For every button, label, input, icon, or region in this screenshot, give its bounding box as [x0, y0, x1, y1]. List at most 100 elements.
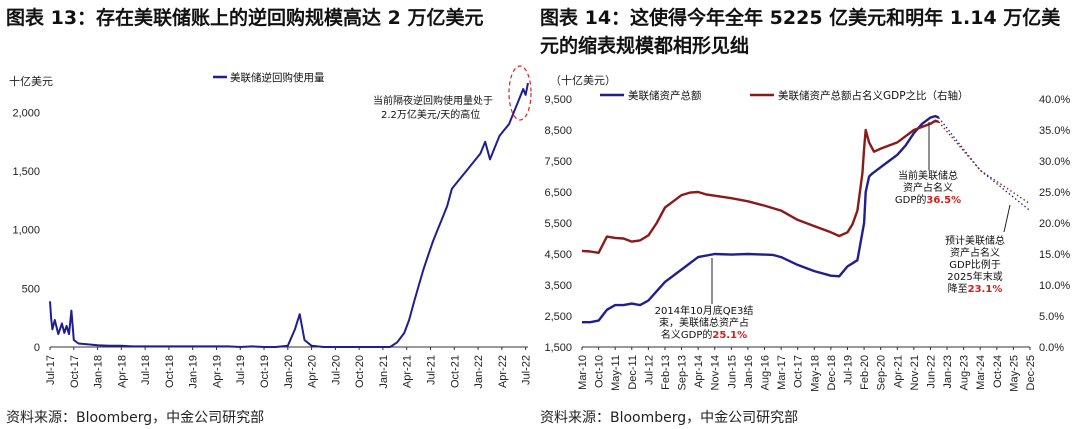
right-x-tick-label: Jul-12 — [643, 355, 655, 385]
left-x-tick-label: Apr-18 — [116, 355, 128, 388]
left-y-tick-label: 1,500 — [12, 166, 40, 178]
right-annotation-current-line2: 资产占名义 — [903, 181, 953, 194]
right-x-tick-label: Sep-20 — [876, 355, 888, 390]
right-y-right-tick-label: 30.0% — [1039, 156, 1070, 168]
left-x-tick-label: Jan-20 — [283, 355, 295, 389]
right-x-tick-label: Aug-23 — [959, 355, 971, 390]
left-x-tick-label: Jul-17 — [45, 355, 57, 385]
left-annotation-line2: 2.2万亿美元/天的高位 — [381, 108, 480, 121]
right-y-left-tick-label: 5,500 — [544, 218, 572, 230]
left-x-tick-label: Jul-18 — [140, 355, 152, 385]
right-y-left-tick-label: 1,500 — [544, 342, 572, 354]
left-y-tick-label: 1,000 — [12, 225, 40, 237]
right-annotation-projection-pointer — [1003, 204, 1011, 233]
left-x-tick-label: Jan-21 — [378, 355, 390, 389]
right-y-right-tick-label: 5.0% — [1039, 311, 1064, 323]
right-x-tick-label: Oct-17 — [793, 355, 805, 388]
left-legend-label: 美联储逆回购使用量 — [230, 71, 325, 84]
right-x-tick-label: Jul-19 — [842, 355, 854, 385]
left-x-tick-label: Apr-21 — [402, 355, 414, 388]
right-y-unit: （十亿美元） — [550, 73, 616, 87]
right-annotation-projection-line4: 2025年末或 — [947, 270, 1002, 283]
left-x-tick-label: Apr-22 — [497, 355, 509, 388]
left-x-tick-label: Jan-19 — [188, 355, 200, 389]
right-annotation-projection-line3: GDP比例于 — [949, 258, 1000, 271]
right-y-left-tick-label: 3,500 — [544, 280, 572, 292]
right-annotation-qe3-highlight-value: 25.1% — [712, 330, 747, 341]
right-annotation-current-line-last: GDP的36.5% — [895, 193, 961, 206]
right-series-line-assets-to-gdp — [581, 119, 940, 254]
left-x-tick-label: Oct-21 — [449, 355, 461, 388]
right-y-right-tick-label: 0.0% — [1039, 342, 1064, 354]
right-annotation-projection-line1: 预计美联储总 — [945, 234, 1005, 247]
right-annotation-projection-line-last: 降至23.1% — [948, 282, 1003, 295]
right-projection-assets-to-gdp — [938, 121, 1031, 205]
right-y-right-tick-label: 35.0% — [1039, 125, 1070, 137]
left-chart-title: 图表 13：存在美联储账上的逆回购规模高达 2 万亿美元 — [6, 7, 484, 29]
right-x-tick-label: Jun-22 — [925, 355, 937, 389]
right-x-tick-label: Mar-10 — [577, 355, 589, 390]
right-y-right-tick-label: 15.0% — [1039, 249, 1070, 261]
left-x-tick-label: Jul-22 — [521, 355, 533, 385]
right-x-tick-label: Jan-16 — [743, 355, 755, 389]
left-y-unit: 十亿美元 — [9, 74, 53, 88]
right-x-tick-label: Dec-18 — [826, 355, 838, 390]
left-chart-source: 资料来源：Bloomberg，中金公司研究部 — [6, 410, 265, 426]
left-x-tick-label: Oct-18 — [164, 355, 176, 388]
left-x-tick-label: Oct-19 — [259, 355, 271, 388]
right-x-tick-label: Mar-17 — [776, 355, 788, 390]
left-y-tick-label: 500 — [22, 283, 40, 295]
left-annotation-line1: 当前隔夜逆回购使用量处于 — [373, 94, 493, 107]
right-series-line-fed-assets — [582, 114, 940, 324]
right-x-tick-label: May-11 — [610, 355, 622, 391]
right-y-left-tick-label: 4,500 — [544, 249, 572, 261]
right-x-tick-label: Jun-15 — [726, 355, 738, 389]
left-x-tick-label: Oct-20 — [354, 355, 366, 388]
right-x-tick-label: Dec-11 — [627, 355, 639, 390]
right-legend-label-assets: 美联储资产总额 — [628, 89, 702, 102]
right-legend-label-gdp-ratio: 美联储资产总额占名义GDP之比（右轴） — [778, 89, 969, 102]
left-x-tick-label: Apr-20 — [307, 355, 319, 388]
right-y-left-tick-label: 6,500 — [544, 187, 572, 199]
left-y-tick-label: 0 — [34, 342, 40, 354]
right-x-tick-label: Mar-24 — [975, 355, 987, 390]
right-x-tick-label: Feb-13 — [660, 355, 672, 390]
right-annotation-qe3-line-last: 名义GDP的25.1% — [661, 328, 747, 341]
right-x-tick-label: Feb-20 — [859, 355, 871, 390]
right-x-tick-label: Oct-10 — [594, 355, 606, 388]
left-series-line-reverse-repo — [49, 82, 529, 348]
right-x-tick-label: Nov-21 — [909, 355, 921, 390]
right-annotation-projection-line2: 资产占名义 — [950, 246, 1000, 259]
right-x-tick-label: Jan-23 — [942, 355, 954, 389]
left-x-tick-label: Jan-18 — [93, 355, 105, 389]
left-x-tick-label: Jan-22 — [473, 355, 485, 389]
right-x-tick-label: Dec-25 — [1025, 355, 1037, 390]
left-x-tick-label: Jul-20 — [330, 355, 342, 385]
right-chart-title: 图表 14：这使得今年全年 5225 亿美元和明年 1.14 万亿美元的缩表规模… — [540, 7, 1061, 57]
right-x-tick-label: Oct-24 — [992, 355, 1004, 388]
right-y-right-tick-label: 40.0% — [1039, 94, 1070, 106]
left-y-tick-label: 2,000 — [12, 107, 40, 119]
right-x-tick-label: Apr-21 — [892, 355, 904, 388]
right-y-left-tick-label: 8,500 — [544, 125, 572, 137]
right-y-left-tick-label: 9,500 — [544, 94, 572, 106]
right-chart-source: 资料来源：Bloomberg，中金公司研究部 — [540, 410, 799, 426]
right-x-tick-label: Aug-16 — [760, 355, 772, 390]
right-x-tick-label: Nov-14 — [710, 355, 722, 390]
right-x-tick-label: May-18 — [809, 355, 821, 392]
left-x-tick-label: Oct-17 — [69, 355, 81, 388]
right-annotation-qe3-line1: 2014年10月底QE3结 — [655, 304, 754, 317]
right-annotation-current-highlight-value: 36.5% — [926, 195, 961, 206]
right-annotation-projection-highlight-value: 23.1% — [968, 284, 1003, 295]
left-x-tick-label: Jul-19 — [235, 355, 247, 385]
right-y-right-tick-label: 25.0% — [1039, 187, 1070, 199]
left-highlight-ellipse — [508, 65, 532, 121]
right-annotation-qe3-line2: 束，美联储总资产占 — [659, 316, 749, 329]
right-y-right-tick-label: 10.0% — [1039, 280, 1070, 292]
right-x-tick-label: Apr-14 — [693, 355, 705, 388]
right-annotation-projection-prefix: 降至 — [948, 282, 968, 295]
right-x-tick-label: May-25 — [1008, 355, 1020, 392]
right-annotation-current-prefix: GDP的 — [895, 193, 926, 206]
right-y-left-tick-label: 2,500 — [544, 311, 572, 323]
